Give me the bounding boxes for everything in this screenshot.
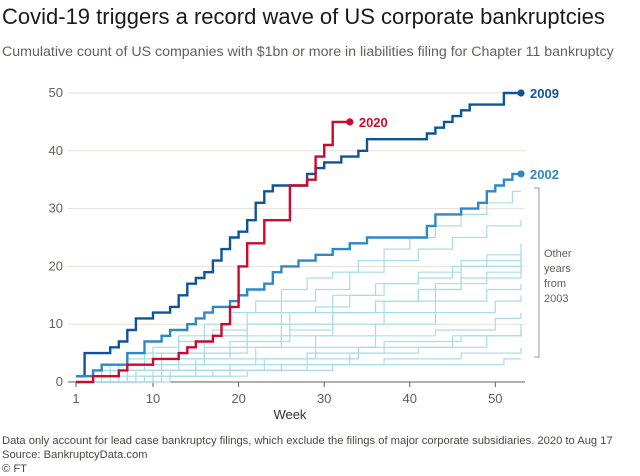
x-axis-label: Week xyxy=(273,407,306,422)
series-line-other-10 xyxy=(76,358,521,383)
footnote: Data only account for lead case bankrupt… xyxy=(2,434,613,476)
y-tick-label-20: 20 xyxy=(49,258,63,273)
series-line-other-6 xyxy=(76,295,522,383)
series-line-other-15 xyxy=(76,330,522,383)
other-years-bracket xyxy=(534,187,540,358)
x-tick-label-50: 50 xyxy=(488,391,502,406)
x-tick-label-30: 30 xyxy=(317,391,331,406)
x-tick-label-1: 1 xyxy=(72,391,79,406)
series-line-2002 xyxy=(76,172,521,378)
x-tick-label-40: 40 xyxy=(403,391,417,406)
other-years-note-line-2: years xyxy=(544,263,571,275)
footnote-copyright: © FT xyxy=(2,463,28,475)
y-tick-label-50: 50 xyxy=(49,85,63,100)
y-tick-label-10: 10 xyxy=(49,316,63,331)
y-tick-label-30: 30 xyxy=(49,201,63,216)
series-endpoint-2009 xyxy=(517,89,525,97)
series-line-2009 xyxy=(76,91,521,378)
other-years-note-line-1: Other xyxy=(544,248,572,260)
series-line-other-11 xyxy=(76,254,521,377)
x-tick-label-10: 10 xyxy=(146,391,160,406)
series-label-2009: 2009 xyxy=(530,86,559,101)
series-line-other-5 xyxy=(76,283,522,383)
series-line-other-1 xyxy=(76,190,521,383)
footnote-note: Data only account for lead case bankrupt… xyxy=(2,435,613,447)
series-line-2020 xyxy=(76,120,350,384)
series-label-2002: 2002 xyxy=(530,167,559,182)
other-years-note-line-3: from xyxy=(544,278,566,290)
series-endpoint-2020 xyxy=(346,118,354,126)
other-years-note-line-4: 2003 xyxy=(544,293,568,305)
series-line-other-13 xyxy=(76,260,522,383)
y-tick-label-40: 40 xyxy=(49,143,63,158)
chart-subtitle: Cumulative count of US companies with $1… xyxy=(2,44,614,60)
chart-title: Covid-19 triggers a record wave of US co… xyxy=(2,4,605,29)
x-tick-label-20: 20 xyxy=(231,391,245,406)
series-line-other-4 xyxy=(76,249,522,383)
series-line-other-8 xyxy=(76,330,522,383)
series-endpoint-2002 xyxy=(517,170,525,178)
series-label-2020: 2020 xyxy=(359,115,388,130)
y-tick-label-0: 0 xyxy=(56,374,63,389)
footnote-source: Source: BankruptcyData.com xyxy=(2,449,148,461)
series-line-other-12 xyxy=(76,243,522,383)
